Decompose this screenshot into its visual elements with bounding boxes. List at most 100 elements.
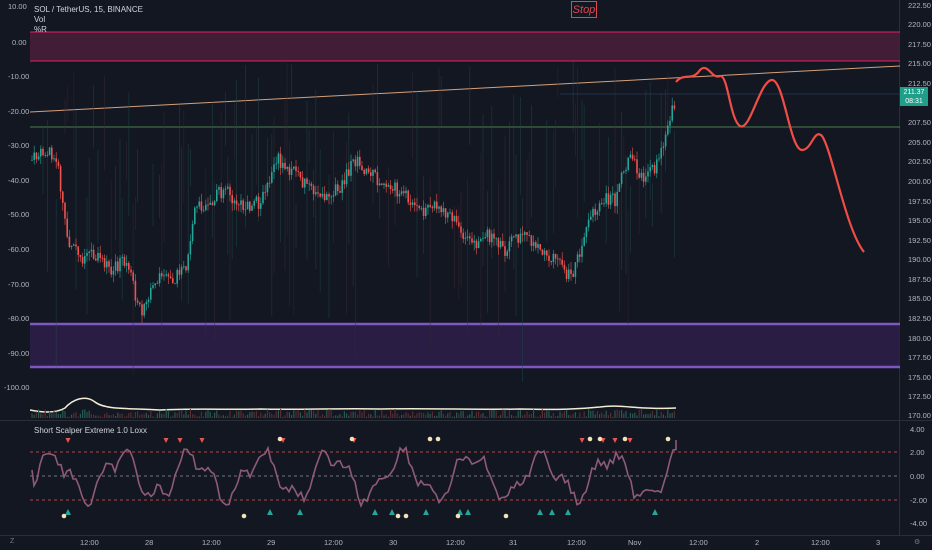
volume-bar xyxy=(574,412,576,418)
volume-histogram xyxy=(31,409,675,418)
candle-body xyxy=(418,205,420,209)
candle-body xyxy=(636,159,638,174)
projection-curve[interactable] xyxy=(675,67,865,253)
candles[interactable] xyxy=(31,97,676,324)
candle-body xyxy=(227,186,229,189)
candle-body xyxy=(647,171,649,177)
candle-body xyxy=(299,171,302,178)
candle-body xyxy=(535,242,537,248)
candle-body xyxy=(475,240,478,249)
price-tick: 172.50 xyxy=(908,392,931,401)
volume-bar xyxy=(84,409,86,418)
volume-bar xyxy=(97,415,99,418)
candle-body xyxy=(469,236,471,239)
volume-bar xyxy=(79,413,81,418)
candle-body xyxy=(238,204,240,206)
volume-bar xyxy=(363,410,365,418)
candle-body xyxy=(194,207,196,224)
signal-dot xyxy=(349,436,355,442)
candle-body xyxy=(222,189,225,199)
candle-body xyxy=(40,148,42,157)
signal-dot xyxy=(277,436,283,442)
candle-body xyxy=(537,244,539,248)
volume-bar xyxy=(475,412,477,418)
price-tick: 185.00 xyxy=(908,294,931,303)
volume-bar xyxy=(394,409,396,418)
volume-bar xyxy=(357,414,359,418)
candle-body xyxy=(638,173,640,178)
candle-body xyxy=(103,258,106,268)
volume-bar xyxy=(205,411,207,418)
volume-bar xyxy=(209,411,211,418)
volume-bar xyxy=(482,413,484,418)
indicator-tick: 0.00 xyxy=(910,472,925,481)
volume-bar xyxy=(577,416,579,418)
candle-body xyxy=(495,238,497,240)
candle-body xyxy=(48,147,51,156)
volume-bar xyxy=(192,414,194,418)
volume-bar xyxy=(445,415,447,418)
volume-bar xyxy=(31,413,33,418)
candle-body xyxy=(451,212,453,222)
candle-body xyxy=(372,169,374,176)
volume-bar xyxy=(143,414,145,418)
settings-icon[interactable]: ⚙ xyxy=(914,539,921,546)
volume-bar xyxy=(284,415,286,418)
price-tick: 212.50 xyxy=(908,79,931,88)
volume-bar xyxy=(189,409,191,418)
candle-body xyxy=(651,165,654,168)
candle-body xyxy=(271,172,273,183)
volume-bar xyxy=(526,411,528,418)
zoom-reset-button[interactable]: Z xyxy=(10,538,15,545)
candle-body xyxy=(515,234,517,237)
time-tick: 29 xyxy=(267,538,276,547)
candle-body xyxy=(266,182,269,193)
volume-bar xyxy=(324,415,326,418)
stop-label[interactable]: Stop xyxy=(571,1,597,18)
candle-body xyxy=(143,304,145,316)
candle-body xyxy=(557,258,559,260)
volume-bar xyxy=(196,416,198,418)
candle-body xyxy=(295,166,297,172)
oscillator-line[interactable] xyxy=(31,440,677,508)
candle-body xyxy=(473,240,475,243)
volume-bar xyxy=(260,412,262,418)
volume-bar xyxy=(640,409,642,418)
buy-signal-marker xyxy=(549,509,555,515)
volume-bar xyxy=(557,415,559,418)
volume-bar xyxy=(462,410,464,418)
candle-body xyxy=(618,183,621,192)
buy-signal-marker xyxy=(465,509,471,515)
candle-body xyxy=(502,240,504,247)
candle-body xyxy=(504,246,506,256)
candle-body xyxy=(209,202,211,205)
candle-body xyxy=(196,206,198,208)
signal-dot xyxy=(61,513,67,519)
volume-bar xyxy=(132,416,134,418)
volume-bar xyxy=(126,415,128,418)
candle-body xyxy=(330,196,332,198)
candle-body xyxy=(491,233,493,243)
volume-bar xyxy=(194,414,196,418)
volume-bar xyxy=(49,411,51,418)
candle-body xyxy=(161,273,163,277)
volume-bar xyxy=(566,409,568,418)
volume-bar xyxy=(313,410,315,418)
candle-body xyxy=(464,237,467,239)
candle-body xyxy=(620,172,623,184)
candle-body xyxy=(323,193,326,201)
volume-bar xyxy=(376,415,378,418)
candle-body xyxy=(301,177,304,188)
volume-bar xyxy=(198,416,200,418)
volume-bar xyxy=(249,412,251,418)
candle-body xyxy=(92,249,95,259)
volume-bar xyxy=(486,416,488,418)
candle-body xyxy=(79,255,82,257)
indicator-title[interactable]: Short Scalper Extreme 1.0 Loxx xyxy=(34,426,147,435)
volume-bar xyxy=(491,409,493,418)
trend-line[interactable] xyxy=(29,65,901,113)
candle-body xyxy=(134,280,137,301)
volume-bar xyxy=(163,413,165,418)
volume-bar xyxy=(139,414,141,418)
